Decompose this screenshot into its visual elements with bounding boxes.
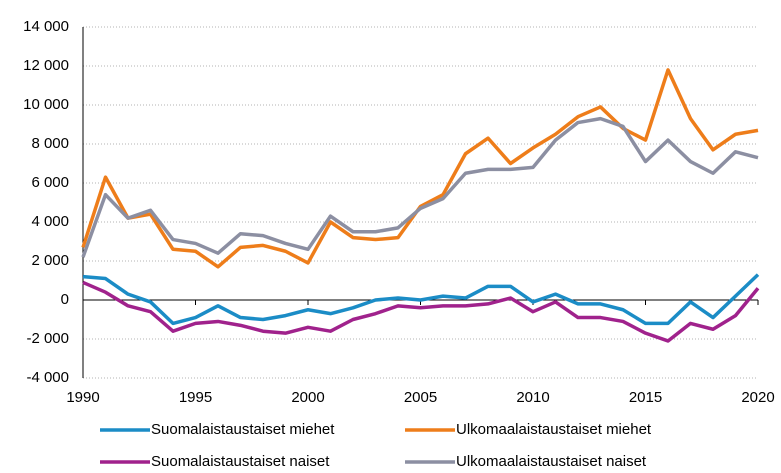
x-tick-label: 2000 (291, 389, 324, 406)
y-tick-label: 12 000 (23, 57, 69, 74)
y-tick-label: 10 000 (23, 96, 69, 113)
x-tick-label: 2015 (629, 389, 662, 406)
y-tick-label: 4 000 (31, 213, 69, 230)
legend-label: Ulkomaalaistaustaiset naiset (456, 453, 647, 470)
y-tick-label: 0 (61, 291, 69, 308)
x-tick-label: 2010 (516, 389, 549, 406)
y-tick-label: -2 000 (26, 330, 69, 347)
x-tick-label: 2020 (741, 389, 774, 406)
y-tick-label: 14 000 (23, 18, 69, 35)
series-line (82, 280, 760, 343)
y-tick-label: 6 000 (31, 174, 69, 191)
legend-label: Ulkomaalaistaustaiset miehet (456, 421, 652, 438)
y-tick-label: -4 000 (26, 369, 69, 386)
x-tick-label: 1990 (66, 389, 99, 406)
series-line (81, 68, 759, 269)
series-line (82, 273, 760, 326)
y-tick-label: 2 000 (31, 252, 69, 269)
x-tick-label: 1995 (179, 389, 212, 406)
series-line (81, 116, 759, 258)
x-tick-label: 2005 (404, 389, 437, 406)
legend-label: Suomalaistaustaiset naiset (151, 453, 330, 470)
y-tick-label: 8 000 (31, 135, 69, 152)
legend-label: Suomalaistaustaiset miehet (151, 421, 335, 438)
